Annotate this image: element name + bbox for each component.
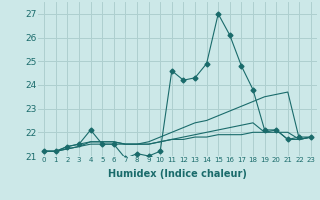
X-axis label: Humidex (Indice chaleur): Humidex (Indice chaleur) <box>108 169 247 179</box>
